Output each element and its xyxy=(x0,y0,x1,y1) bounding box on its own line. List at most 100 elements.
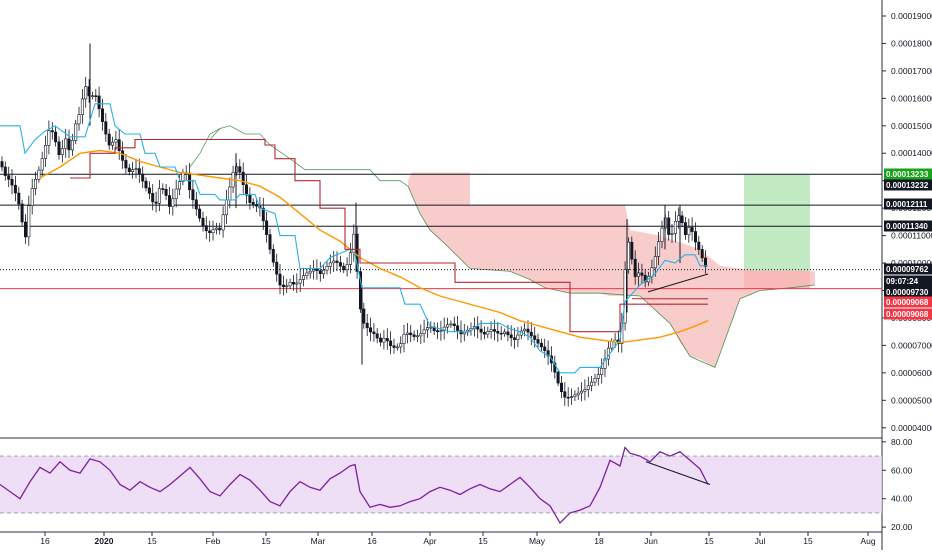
candle-down xyxy=(94,95,98,97)
candle-up xyxy=(439,330,443,333)
candle-down xyxy=(543,346,547,351)
candle-down xyxy=(291,281,295,285)
candle-down xyxy=(680,215,684,224)
rsi-divergence-line xyxy=(645,461,711,485)
time-axis-label: 16 xyxy=(40,536,50,546)
time-axis-label: Jul xyxy=(755,536,766,546)
candle-down xyxy=(667,217,671,235)
candle-down xyxy=(251,202,255,205)
candle-down xyxy=(553,362,557,373)
candle-down xyxy=(218,227,222,231)
candle-down xyxy=(697,241,701,250)
candle-up xyxy=(586,385,590,390)
candle-up xyxy=(449,323,453,326)
price-axis-label: 0.00010000 xyxy=(891,258,932,268)
candle-up xyxy=(382,338,386,343)
candle-up xyxy=(30,188,34,206)
candle-up xyxy=(402,334,406,344)
time-axis-label: 15 xyxy=(704,536,714,546)
candle-up xyxy=(325,266,329,271)
time-axis-label: Aug xyxy=(860,536,875,546)
candle-down xyxy=(533,335,537,340)
candle-down xyxy=(104,121,108,135)
candle-down xyxy=(456,325,460,331)
candle-down xyxy=(161,188,165,190)
candle-down xyxy=(546,350,550,357)
candle-down xyxy=(318,270,322,275)
price-axis-label: 0.00015000 xyxy=(891,121,932,131)
candle-down xyxy=(690,227,694,232)
candle-up xyxy=(626,241,630,270)
candle-up xyxy=(405,332,409,335)
candle-down xyxy=(265,220,269,235)
rsi-axis-label: 60.00 xyxy=(891,465,913,475)
kijun-red-line xyxy=(70,138,708,333)
candle-up xyxy=(178,181,182,190)
candle-down xyxy=(536,339,540,344)
candle-up xyxy=(657,241,661,257)
candle-down xyxy=(54,131,58,143)
candle-up xyxy=(425,327,429,331)
candle-up xyxy=(211,229,215,234)
rsi-band xyxy=(0,456,882,513)
candle-down xyxy=(124,160,128,169)
time-axis-label: Feb xyxy=(206,536,221,546)
candle-down xyxy=(255,204,259,207)
sma-orange-line xyxy=(39,149,709,344)
candle-down xyxy=(315,268,319,271)
candle-up xyxy=(419,333,423,337)
candle-down xyxy=(278,273,282,286)
price-label-text: 0.00013232 xyxy=(886,181,929,190)
rsi-line xyxy=(0,446,709,524)
candle-down xyxy=(379,337,383,343)
support-trendline xyxy=(647,273,709,293)
candle-up xyxy=(60,148,64,156)
candle-down xyxy=(23,221,27,238)
candle-down xyxy=(368,327,372,333)
candle-up xyxy=(596,374,600,379)
candle-down xyxy=(281,284,285,288)
candle-down xyxy=(559,382,563,393)
candle-down xyxy=(268,234,272,250)
candle-down xyxy=(238,166,242,173)
candle-down xyxy=(506,331,510,336)
candle-up xyxy=(593,378,597,383)
candle-up xyxy=(90,95,94,97)
candle-up xyxy=(332,260,336,264)
candle-up xyxy=(322,269,326,275)
price-label-box xyxy=(884,220,932,232)
candle-down xyxy=(121,150,125,161)
candle-down xyxy=(362,308,366,324)
candle-down xyxy=(409,332,413,336)
candle-down xyxy=(151,193,155,203)
candle-up xyxy=(114,139,118,143)
candle-up xyxy=(221,214,225,231)
candle-up xyxy=(576,392,580,396)
candle-down xyxy=(67,138,71,151)
senkou-span-a xyxy=(209,125,816,368)
price-axis-label: 0.00011000 xyxy=(891,231,932,241)
rsi-axis-label: 40.00 xyxy=(891,494,913,504)
candle-up xyxy=(569,396,573,399)
time-axis-label: 15 xyxy=(261,536,271,546)
price-axis-label: 0.00018000 xyxy=(891,38,932,48)
price-axis-label: 0.00019000 xyxy=(891,11,932,21)
candle-down xyxy=(412,334,416,337)
candle-down xyxy=(389,340,393,347)
candle-down xyxy=(107,133,111,146)
candle-up xyxy=(580,390,584,394)
price-label-box xyxy=(884,275,932,287)
candle-down xyxy=(435,330,439,333)
candle-up xyxy=(308,270,312,274)
time-axis-label: 2020 xyxy=(95,536,114,546)
candle-down xyxy=(57,141,61,156)
price-label-box xyxy=(884,198,932,210)
candle-down xyxy=(342,265,346,271)
candle-down xyxy=(248,194,252,203)
candle-up xyxy=(422,329,426,334)
candle-up xyxy=(214,227,218,230)
candle-up xyxy=(462,331,466,335)
candle-down xyxy=(97,95,101,110)
price-axis-label: 0.00005000 xyxy=(891,395,932,405)
candle-down xyxy=(683,222,687,236)
